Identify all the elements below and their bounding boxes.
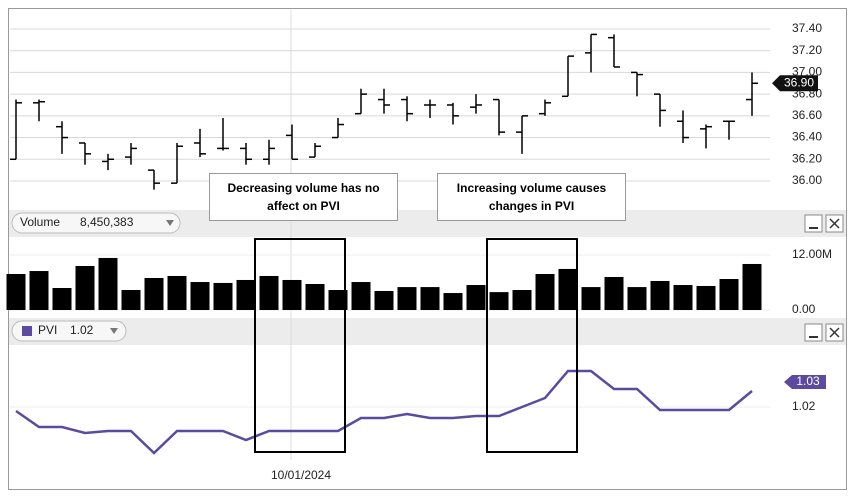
volume-bar: [121, 290, 141, 310]
volume-bar: [351, 282, 371, 310]
volume-bar: [627, 287, 647, 310]
volume-buttons: [804, 214, 844, 233]
pvi-selector[interactable]: [11, 320, 127, 342]
crosshair-date: 10/01/2024: [271, 468, 331, 482]
volume-bar: [236, 279, 256, 310]
volume-bar: [535, 274, 555, 310]
volume-bar: [581, 287, 601, 310]
last-value-label: 1.03: [796, 374, 820, 388]
pvi-header-bar: [9, 318, 846, 345]
volume-bar: [29, 271, 49, 310]
volume-bar: [443, 293, 463, 310]
y-tick-label: 1.02: [792, 399, 816, 413]
minimize-button[interactable]: [804, 323, 823, 342]
highlight-box: [486, 238, 578, 453]
volume-bar: [489, 292, 509, 310]
y-tick-label: 36.40: [792, 130, 822, 144]
volume-bar: [144, 277, 164, 310]
annotation: Decreasing volume has no affect on PVI: [209, 173, 398, 221]
minimize-button[interactable]: [804, 214, 823, 233]
close-icon: [829, 327, 840, 338]
volume-value: 8,450,383: [80, 215, 134, 229]
volume-bar: [604, 276, 624, 310]
y-tick-label: 36.60: [792, 108, 822, 122]
volume-bar: [420, 287, 440, 310]
volume-bar: [558, 268, 578, 310]
volume-selector[interactable]: [11, 212, 181, 234]
volume-bar: [696, 285, 716, 310]
volume-bar: [742, 263, 762, 310]
y-tick-label: 37.20: [792, 43, 822, 57]
pvi-value: 1.02: [70, 323, 94, 337]
last-value-label: 36.90: [784, 75, 814, 89]
pvi-name: PVI: [38, 323, 57, 337]
volume-name: Volume: [20, 215, 60, 229]
pvi-swatch: [22, 326, 32, 336]
volume-bar: [374, 290, 394, 310]
volume-bar: [397, 287, 417, 310]
volume-bar: [466, 285, 486, 310]
y-tick-label: 12.00M: [792, 247, 832, 261]
volume-bar: [282, 279, 302, 310]
volume-bar: [167, 275, 187, 310]
volume-bar: [259, 275, 279, 310]
y-tick-label: 0.00: [792, 302, 816, 316]
volume-bar: [52, 287, 72, 310]
last-value-tag: [772, 75, 818, 92]
last-value-tag: [784, 375, 826, 389]
y-tick-label: 37.00: [792, 65, 822, 79]
annotation: Increasing volume causes changes in PVI: [437, 173, 626, 221]
plots: 36.0036.2036.4036.6036.8037.0037.2037.40…: [6, 21, 832, 455]
volume-bar: [6, 274, 26, 310]
volume-bar: [213, 282, 233, 310]
y-tick-label: 37.40: [792, 21, 822, 35]
volume-bar: [98, 257, 118, 310]
volume-bar: [650, 280, 670, 310]
volume-bar: [328, 290, 348, 310]
close-icon: [829, 218, 840, 229]
dropdown-arrow[interactable]: [166, 220, 174, 226]
y-tick-label: 36.00: [792, 173, 822, 187]
volume-bar: [75, 265, 95, 310]
volume-bar: [512, 290, 532, 310]
pvi-line: [15, 369, 753, 455]
y-tick-label: 36.20: [792, 151, 822, 165]
highlight-box: [254, 238, 346, 453]
volume-bar: [719, 279, 739, 310]
pvi-buttons: [804, 323, 844, 342]
volume-bar: [305, 284, 325, 310]
dropdown-arrow[interactable]: [110, 328, 118, 334]
volume-bar: [673, 285, 693, 310]
volume-bar: [190, 282, 210, 310]
